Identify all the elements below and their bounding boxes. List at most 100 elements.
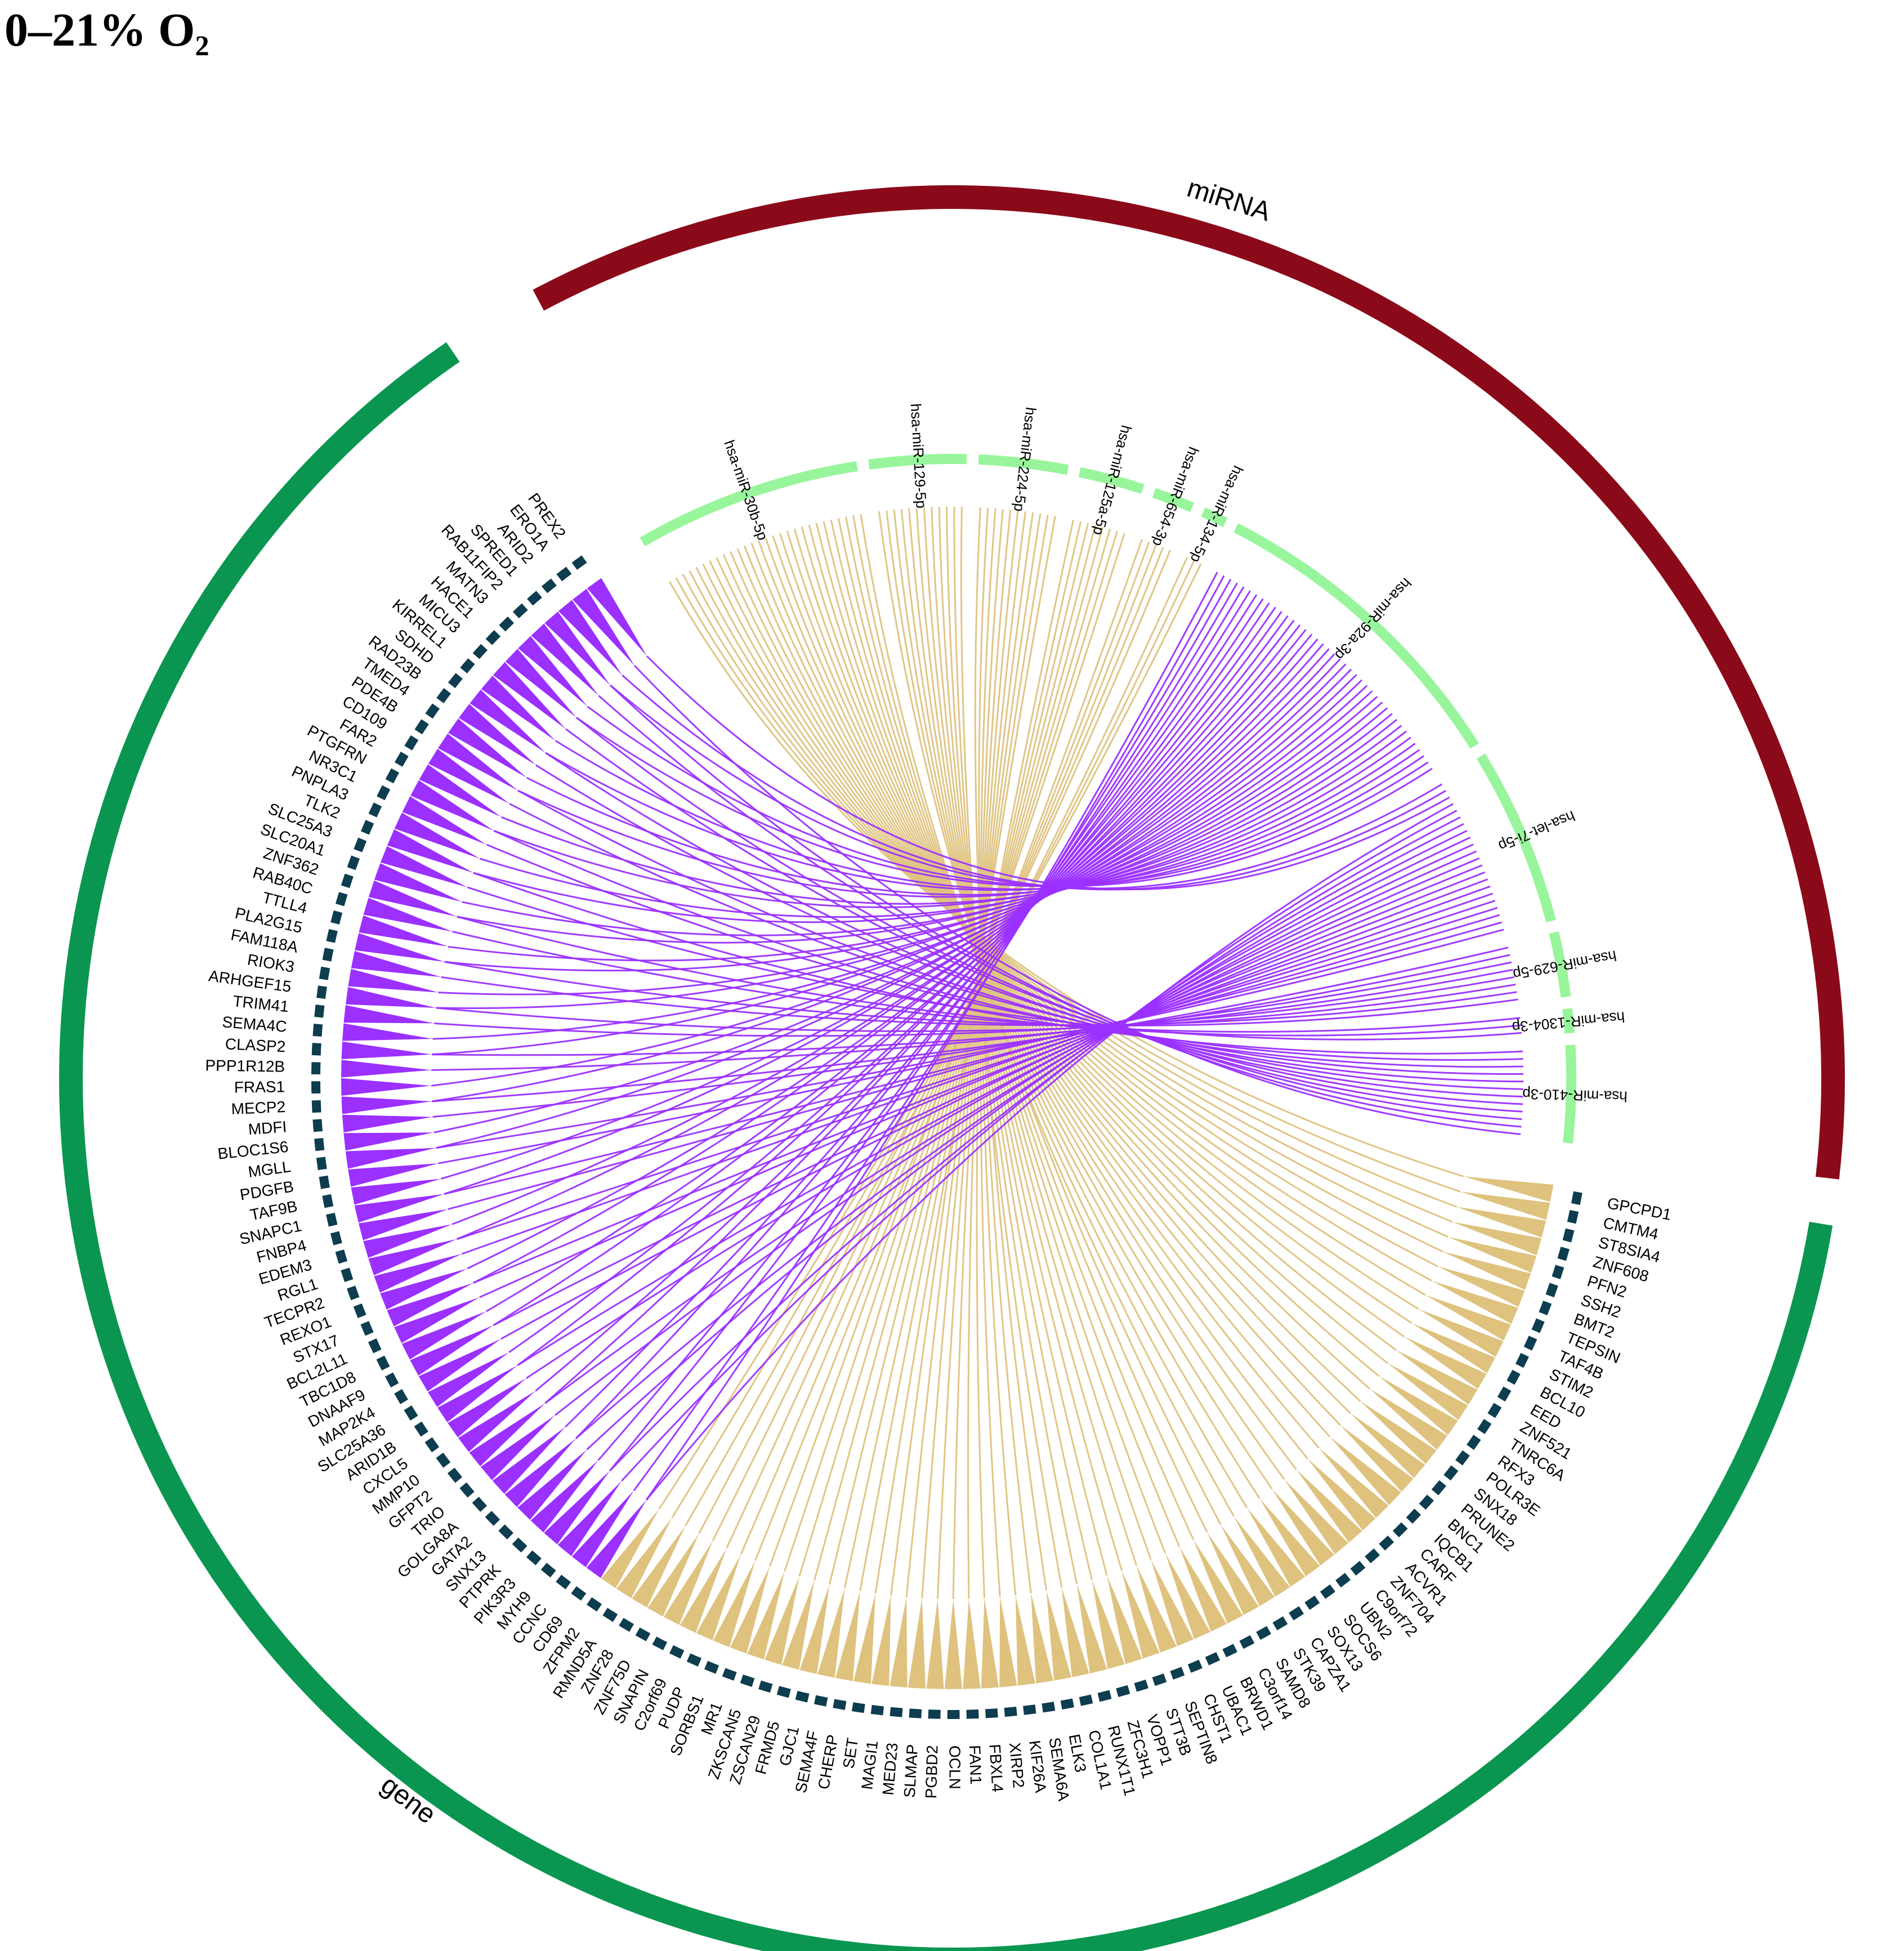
- link: [743, 545, 1405, 1338]
- gene-arrowhead: [458, 1391, 536, 1452]
- gene-arrowhead: [448, 718, 527, 778]
- gene-arrowhead: [363, 898, 453, 932]
- gene-arrowhead: [1443, 1252, 1531, 1290]
- gene-track-block: [851, 1702, 865, 1713]
- gene-label: XIRP2: [1006, 1742, 1027, 1788]
- gene-arrowhead: [387, 1283, 473, 1327]
- link: [444, 961, 1518, 1026]
- gene-arrowhead: [401, 1311, 486, 1360]
- gene-arrowhead: [1370, 1389, 1447, 1450]
- gene-track-block: [312, 1024, 323, 1037]
- gene-arrowhead: [342, 1114, 433, 1133]
- link: [544, 594, 1258, 1404]
- link: [461, 892, 1493, 1255]
- gene-track-block: [1455, 1450, 1470, 1466]
- gene-arrowhead: [437, 1365, 518, 1423]
- link: [645, 572, 1218, 1501]
- gene-arrowhead: [351, 1178, 441, 1205]
- gene-arrowhead: [1179, 1547, 1227, 1632]
- link: [501, 730, 1407, 905]
- gene-arrowhead: [428, 748, 509, 804]
- gene-arrowhead: [481, 676, 556, 741]
- link: [575, 717, 1429, 887]
- gene-track-block: [512, 603, 528, 619]
- gene-track-block: [1335, 1573, 1351, 1588]
- gene-arrowhead: [448, 1378, 526, 1437]
- mirna-segment: [1152, 488, 1195, 512]
- gene-label: SLMAP: [901, 1744, 921, 1798]
- gene-arrowhead: [428, 1352, 509, 1407]
- mirna-segment: [1078, 467, 1145, 494]
- gene-arrowhead: [505, 649, 576, 718]
- gene-track-block: [1539, 1301, 1552, 1316]
- link: [517, 857, 1480, 1367]
- gene-arrowhead: [1136, 1565, 1177, 1653]
- link: [493, 611, 1282, 1326]
- link: [462, 707, 1388, 936]
- gene-track-block: [376, 1355, 390, 1371]
- link: [646, 655, 1450, 891]
- gene-arrowhead: [616, 1517, 672, 1599]
- link: [931, 507, 1123, 1571]
- link: [509, 803, 1524, 1075]
- gene-track-block: [1097, 1690, 1112, 1702]
- gene-label: OCLN: [946, 1745, 963, 1789]
- gene-track-block: [360, 1321, 374, 1336]
- link: [438, 685, 1368, 995]
- link: [517, 789, 1524, 1083]
- gene-arrowhead: [558, 600, 623, 676]
- link: [575, 586, 1245, 1439]
- link: [978, 507, 1032, 1593]
- gene-arrowhead: [573, 588, 634, 666]
- link: [544, 843, 1474, 1404]
- gene-arrowhead: [730, 1566, 770, 1654]
- gene-track-block: [394, 1389, 408, 1404]
- gene-track-block: [571, 555, 587, 570]
- gene-arrowhead: [1425, 1295, 1511, 1341]
- gene-track-block: [1567, 1209, 1579, 1224]
- link: [441, 976, 1517, 1026]
- gene-arrowhead: [571, 1490, 634, 1568]
- gene-arrowhead: [835, 1591, 860, 1681]
- gene-arrowhead: [908, 1598, 926, 1689]
- link: [479, 718, 1398, 918]
- gene-arrowhead: [586, 1500, 647, 1578]
- gene-arrowhead: [632, 1525, 686, 1608]
- link: [432, 674, 1357, 1040]
- gene-arrowhead: [410, 780, 494, 831]
- gene-track-block: [404, 1405, 418, 1421]
- link: [438, 921, 1502, 1164]
- gene-arrowhead: [871, 1595, 891, 1686]
- gene-arrowhead: [341, 1041, 432, 1060]
- gene-label: SET: [839, 1737, 861, 1770]
- gene-track-block: [1205, 1652, 1221, 1666]
- gene-track-block: [1289, 1606, 1304, 1620]
- link: [786, 530, 1352, 1414]
- gene-arrowhead: [544, 611, 610, 685]
- gene-arrowhead: [380, 846, 468, 887]
- link: [575, 829, 1468, 1439]
- gene-arrowhead: [1307, 1458, 1376, 1531]
- gene-arrowhead: [354, 1194, 445, 1223]
- gene-arrowhead: [799, 1584, 830, 1675]
- gene-arrowhead: [1015, 1595, 1035, 1686]
- link: [736, 548, 1413, 1324]
- mirna-label: hsa-miR-134-5p: [1187, 463, 1247, 565]
- gene-track-block: [330, 910, 343, 925]
- gene-track-block: [814, 1695, 828, 1707]
- gene-track-block: [602, 1608, 618, 1622]
- link: [765, 538, 1380, 1377]
- gene-track-block: [414, 1421, 428, 1437]
- link: [448, 695, 1378, 962]
- mirna-group-arc: [533, 185, 1845, 1180]
- gene-arrowhead: [493, 662, 566, 729]
- gene-track-block: [556, 566, 572, 582]
- link: [828, 525, 1097, 1585]
- gene-arrowhead: [368, 1239, 457, 1275]
- gene-track-block: [722, 1668, 737, 1681]
- gene-track-block: [1466, 1435, 1481, 1450]
- link: [436, 679, 1363, 1010]
- link: [479, 878, 1489, 1298]
- gene-track-block: [341, 1267, 354, 1282]
- gene-track-block: [322, 1194, 334, 1208]
